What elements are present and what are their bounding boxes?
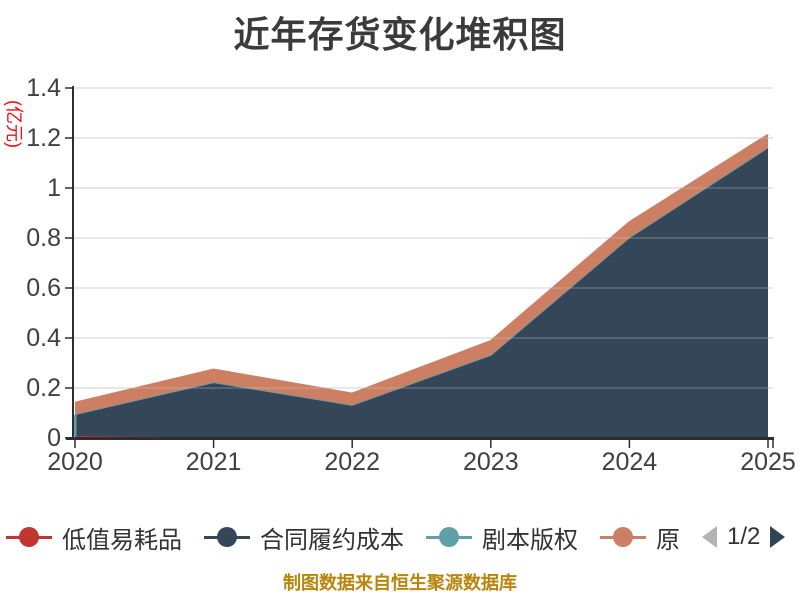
page-title: 近年存货变化堆积图 <box>233 14 567 55</box>
legend-line-dot-icon <box>426 527 472 547</box>
legend-line-dot-icon <box>600 527 646 547</box>
legend-item-3[interactable]: 原 <box>600 520 680 555</box>
legend-item-label: 剧本版权 <box>482 526 578 554</box>
legend-item-1[interactable]: 合同履约成本 <box>204 520 404 555</box>
legend-item-0[interactable]: 低值易耗品 <box>6 520 182 555</box>
line-series-3 <box>74 133 769 405</box>
y-tick-label: 1 <box>47 174 61 202</box>
x-tick-label: 2023 <box>462 448 519 476</box>
x-tick-label: 2020 <box>47 448 103 476</box>
y-tick-label: 1.2 <box>26 124 61 152</box>
legend-item-label: 合同履约成本 <box>260 526 404 554</box>
legend-line-dot-icon <box>204 527 250 547</box>
legend: 低值易耗品 合同履约成本 剧本版权 原 <box>6 518 696 556</box>
x-tick-label: 2025 <box>740 448 796 476</box>
legend-page-indicator: 1/2 <box>727 523 761 550</box>
legend-item-label: 原 <box>656 526 680 554</box>
legend-line-dot-icon <box>6 527 52 547</box>
legend-prev-page-icon[interactable] <box>702 526 717 548</box>
x-tick-label: 2024 <box>601 448 658 476</box>
teal-edge-sliver <box>74 415 77 436</box>
y-tick-label: 0.2 <box>26 374 61 402</box>
y-tick-label: 0 <box>47 424 61 452</box>
y-tick-label: 1.4 <box>26 74 61 102</box>
y-tick-label: 0.6 <box>26 274 61 302</box>
legend-item-2[interactable]: 剧本版权 <box>426 520 578 555</box>
area-series-1 <box>75 147 768 438</box>
y-tick-label: 0.8 <box>26 224 61 252</box>
legend-item-label: 低值易耗品 <box>62 526 182 554</box>
x-tick-label: 2022 <box>324 448 380 476</box>
y-tick-label: 0.4 <box>26 324 61 352</box>
y-axis-unit-label: (亿元) <box>4 100 24 148</box>
legend-pager: 1/2 <box>702 518 786 556</box>
x-tick-label: 2021 <box>185 448 242 476</box>
legend-next-page-icon[interactable] <box>770 526 786 548</box>
data-source-caption: 制图数据来自恒生聚源数据库 <box>283 573 517 593</box>
